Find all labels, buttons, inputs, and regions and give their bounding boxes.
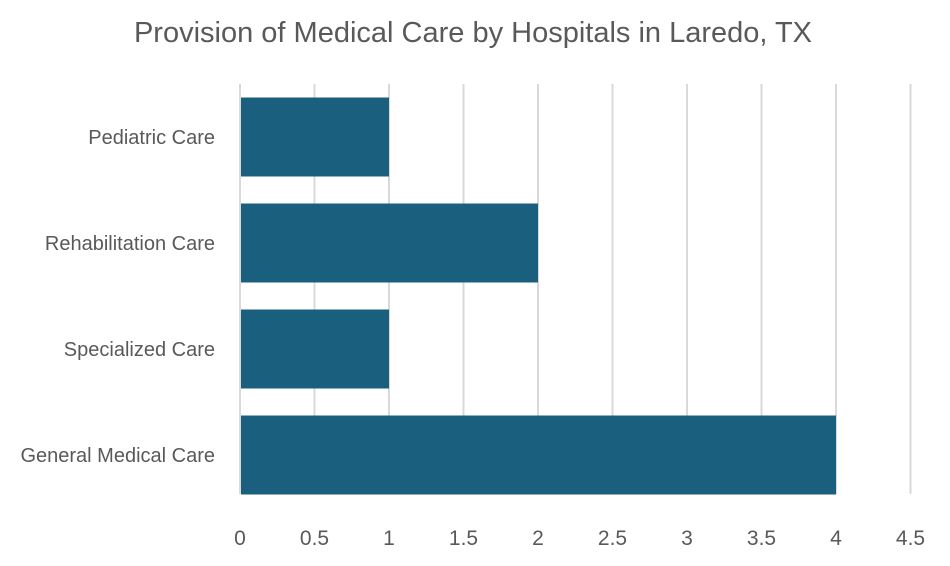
- bar: [241, 309, 389, 389]
- category-label: General Medical Care: [20, 445, 215, 467]
- chart-title: Provision of Medical Care by Hospitals i…: [134, 17, 812, 49]
- bars: [241, 97, 836, 495]
- x-tick-label: 0.5: [300, 527, 329, 550]
- category-label: Specialized Care: [64, 339, 215, 361]
- category-labels: Pediatric Care Rehabilitation Care Special…: [20, 127, 215, 467]
- x-tick-label: 3: [681, 527, 693, 550]
- x-tick-label: 4: [830, 527, 842, 550]
- x-tick-label: 3.5: [747, 527, 776, 550]
- bar: [241, 97, 389, 177]
- category-label: Rehabilitation Care: [45, 233, 215, 255]
- x-tick-label: 2: [532, 527, 544, 550]
- category-label: Pediatric Care: [88, 127, 215, 149]
- x-tick-label: 4.5: [896, 527, 925, 550]
- bar: [241, 415, 836, 495]
- bar: [241, 203, 538, 283]
- x-tick-label: 0: [234, 527, 246, 550]
- x-tick-label: 2.5: [598, 527, 627, 550]
- x-tick-label: 1.5: [449, 527, 478, 550]
- x-tick-label: 1: [383, 527, 395, 550]
- x-axis-tick-labels: 0 0.5 1 1.5 2 2.5 3 3.5 4 4.5: [234, 527, 925, 550]
